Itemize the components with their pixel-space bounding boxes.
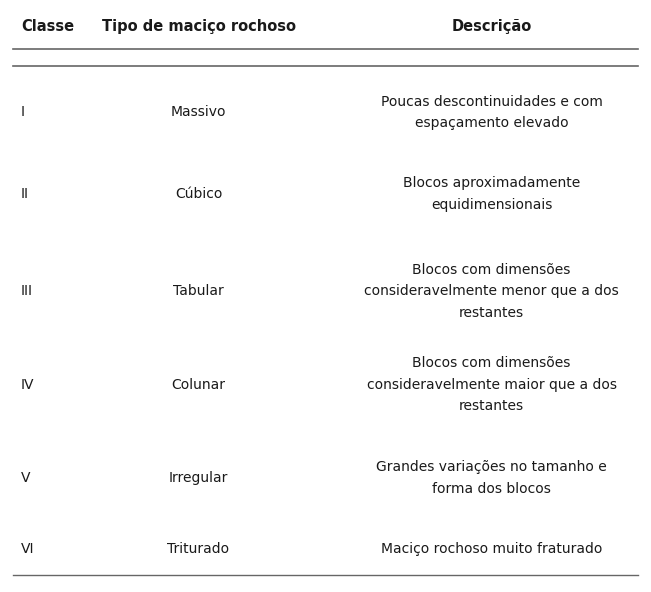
Text: Blocos com dimensões
consideravelmente menor que a dos
restantes: Blocos com dimensões consideravelmente m… xyxy=(364,263,619,320)
Text: Tipo de maciço rochoso: Tipo de maciço rochoso xyxy=(102,19,296,34)
Text: II: II xyxy=(21,187,29,201)
Text: Triturado: Triturado xyxy=(167,542,230,556)
Text: Blocos com dimensões
consideravelmente maior que a dos
restantes: Blocos com dimensões consideravelmente m… xyxy=(367,356,616,413)
Text: Grandes variações no tamanho e
forma dos blocos: Grandes variações no tamanho e forma dos… xyxy=(376,460,607,496)
Text: Maciço rochoso muito fraturado: Maciço rochoso muito fraturado xyxy=(381,542,602,556)
Text: Irregular: Irregular xyxy=(169,471,229,485)
Text: III: III xyxy=(21,284,33,298)
Text: Descrição: Descrição xyxy=(451,19,532,34)
Text: V: V xyxy=(21,471,31,485)
Text: Tabular: Tabular xyxy=(173,284,224,298)
Text: Poucas descontinuidades e com
espaçamento elevado: Poucas descontinuidades e com espaçament… xyxy=(381,95,602,130)
Text: Massivo: Massivo xyxy=(171,105,227,120)
Text: Colunar: Colunar xyxy=(172,378,225,392)
Text: VI: VI xyxy=(21,542,35,556)
Text: IV: IV xyxy=(21,378,35,392)
Text: I: I xyxy=(21,105,25,120)
Text: Cúbico: Cúbico xyxy=(175,187,222,201)
Text: Blocos aproximadamente
equidimensionais: Blocos aproximadamente equidimensionais xyxy=(403,176,580,212)
Text: Classe: Classe xyxy=(21,19,74,34)
